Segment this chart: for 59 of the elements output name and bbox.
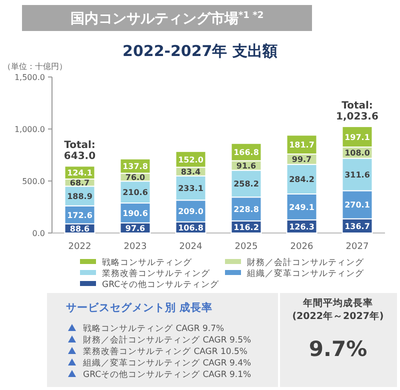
- data-label: 166.8: [234, 148, 260, 158]
- legend-label: 財務／会計コンサルティング: [247, 257, 365, 268]
- legend-label: GRCその他コンサルティング: [102, 279, 220, 290]
- data-label: 91.6: [236, 162, 257, 171]
- data-label: 68.7: [70, 178, 90, 188]
- data-label: 76.0: [125, 173, 146, 182]
- data-label: 233.1: [178, 184, 204, 194]
- data-label: 249.1: [289, 202, 315, 212]
- data-label: 228.8: [234, 205, 260, 214]
- data-label: 108.0: [344, 148, 370, 158]
- data-label: 152.0: [178, 155, 204, 164]
- data-label: 209.0: [178, 207, 204, 216]
- legend-label: 業務改善コンサルティング: [102, 268, 211, 279]
- total-label: Total: 1,023.6: [336, 100, 378, 123]
- x-tick-label: 2025: [234, 242, 258, 252]
- data-label: 311.6: [344, 170, 370, 180]
- chart-subtitle: 2022-2027年 支出額: [122, 42, 278, 60]
- data-label: 284.2: [289, 175, 314, 184]
- x-tick-label: 2024: [179, 242, 202, 252]
- y-tick-label: 1,500.0: [14, 73, 45, 82]
- data-label: 190.6: [122, 208, 148, 218]
- y-tick-label: 500.0: [22, 177, 45, 186]
- text: GRCその他コンサルティング CAGR 9.1%: [83, 369, 252, 380]
- text: 業務改善コンサルティング CAGR 10.5%: [83, 346, 248, 357]
- text: (2022年～2027年): [292, 310, 384, 322]
- data-label: 88.6: [70, 224, 90, 234]
- data-label: 172.6: [67, 210, 93, 220]
- data-label: 188.9: [67, 192, 93, 202]
- data-label: 181.7: [289, 140, 314, 150]
- y-tick-label: 1,000.0: [14, 125, 45, 134]
- x-tick-label: 2027: [346, 242, 369, 252]
- x-tick-label: 2026: [290, 242, 314, 252]
- data-label: 126.3: [289, 222, 314, 232]
- x-tick-label: 2023: [124, 242, 147, 252]
- legend-label: 戦略コンサルティング: [102, 257, 193, 268]
- text: 組織／変革コンサルティング CAGR 9.4%: [82, 358, 252, 368]
- data-label: 124.1: [67, 168, 93, 178]
- text: サービスセグメント別 成長率: [66, 301, 213, 314]
- data-label: 83.4: [180, 168, 202, 177]
- data-label: 270.1: [344, 200, 370, 210]
- data-label: 97.6: [125, 224, 146, 233]
- data-label: 197.1: [344, 132, 370, 142]
- legend-label: 組織／変革コンサルティング: [246, 268, 365, 279]
- data-label: 137.8: [122, 162, 148, 172]
- total-label: Total: 643.0: [64, 140, 96, 162]
- y-tick-label: 0.0: [32, 229, 45, 238]
- data-label: 116.2: [234, 222, 259, 232]
- y-axis-title: （単位：十億円）: [3, 62, 67, 71]
- chart-title: 国内コンサルティング市場$^{*1 *2}$: [70, 10, 264, 27]
- data-label: 258.2: [234, 180, 259, 189]
- data-label: 106.8: [178, 223, 204, 232]
- data-label: 210.6: [122, 188, 148, 198]
- text: 財務／会計コンサルティング CAGR 9.5%: [83, 334, 252, 346]
- data-label: 136.7: [344, 222, 370, 231]
- data-label: 99.7: [292, 155, 312, 164]
- text: 9.7%: [308, 337, 368, 361]
- text: 年間平均成長率: [302, 297, 373, 309]
- text: 戦略コンサルティング CAGR 9.7%: [83, 323, 224, 334]
- x-tick-label: 2022: [68, 242, 92, 252]
